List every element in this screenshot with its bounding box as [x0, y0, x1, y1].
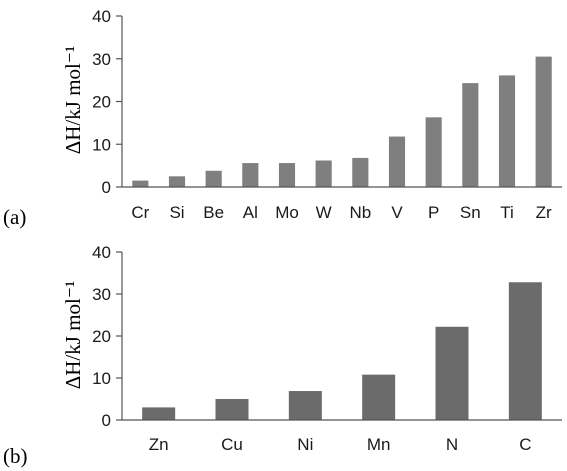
panel-a-x-tick-label: Al	[243, 203, 258, 222]
panel-b-bar-mn	[362, 374, 396, 420]
panel-a-y-ticks: 0 10 20 30 40	[92, 7, 122, 197]
panel-a: (a) ΔH/kJ mol⁻¹ 0 10 20 30 40 Cr Si Be Al Mo W Nb V…	[3, 7, 562, 229]
panel-a-x-tick-label: Zr	[536, 203, 552, 222]
panel-a-bar-cr	[132, 180, 149, 187]
panel-a-x-tick-label: Sn	[460, 203, 481, 222]
panel-a-x-tick-label: Si	[169, 203, 184, 222]
panel-a-bar-al	[242, 163, 259, 187]
panel-b-y-tick-label: 10	[92, 369, 111, 388]
panel-b-bar-n	[435, 326, 469, 420]
panel-b-bar-cu	[215, 399, 249, 420]
panel-a-bar-v	[388, 136, 406, 187]
panel-b-y-axis-label: ΔH/kJ mol⁻¹	[61, 281, 85, 389]
panel-a-x-tick-label: Ti	[500, 203, 514, 222]
panel-a-y-tick-label: 20	[92, 93, 111, 112]
panel-b-y-tick-label: 30	[92, 285, 111, 304]
panel-a-label: (a)	[3, 205, 26, 229]
panel-a-bar-p	[425, 117, 442, 187]
panel-a-x-tick-label: W	[316, 203, 332, 222]
panel-a-bars	[132, 56, 552, 187]
panel-b-x-tick-label: Ni	[297, 435, 313, 454]
panel-a-x-tick-label: Nb	[349, 203, 371, 222]
panel-a-x-tick-label: V	[391, 203, 403, 222]
panel-a-x-tick-label: Mo	[275, 203, 299, 222]
panel-b-y-tick-label: 20	[92, 327, 111, 346]
panel-a-bar-zr	[535, 56, 552, 187]
panel-b-y-tick-label: 40	[92, 243, 111, 262]
panel-b-x-tick-label: C	[519, 435, 531, 454]
panel-a-bar-be	[205, 170, 222, 187]
panel-b-x-ticks: Zn Cu Ni Mn N C	[149, 435, 532, 454]
panel-a-bar-mo	[278, 163, 296, 187]
panel-a-x-tick-label: Be	[203, 203, 224, 222]
panel-b-y-tick-label: 0	[102, 411, 111, 430]
panel-a-y-axis-label: ΔH/kJ mol⁻¹	[61, 46, 85, 154]
panel-b-x-tick-label: Zn	[149, 435, 169, 454]
panel-a-y-tick-label: 10	[92, 135, 111, 154]
panel-a-bar-nb	[352, 157, 369, 187]
panel-a-x-tick-label: P	[428, 203, 439, 222]
panel-a-y-tick-label: 30	[92, 50, 111, 69]
panel-a-x-tick-label: Cr	[131, 203, 149, 222]
panel-a-y-tick-label: 40	[92, 7, 111, 26]
panel-a-y-tick-label: 0	[102, 178, 111, 197]
panel-a-x-ticks: Cr Si Be Al Mo W Nb V P Sn Ti Zr	[131, 203, 552, 222]
panel-b-x-tick-label: Mn	[367, 435, 391, 454]
panel-a-bar-si	[168, 176, 186, 187]
panel-a-bar-ti	[498, 75, 516, 187]
panel-b-x-tick-label: Cu	[221, 435, 243, 454]
panel-b-bar-c	[508, 282, 542, 420]
panel-b-x-tick-label: N	[446, 435, 458, 454]
panel-b: (b) ΔH/kJ mol⁻¹ 0 10 20 30 40 Zn Cu Ni Mn N C	[3, 243, 562, 468]
panel-b-label: (b)	[3, 444, 28, 468]
panel-a-bar-sn	[462, 83, 479, 187]
panel-a-bar-w	[315, 160, 332, 187]
panel-b-bars	[142, 282, 542, 420]
panel-b-bar-ni	[288, 391, 322, 420]
panel-b-bar-zn	[142, 407, 176, 420]
panel-b-y-ticks: 0 10 20 30 40	[92, 243, 122, 430]
